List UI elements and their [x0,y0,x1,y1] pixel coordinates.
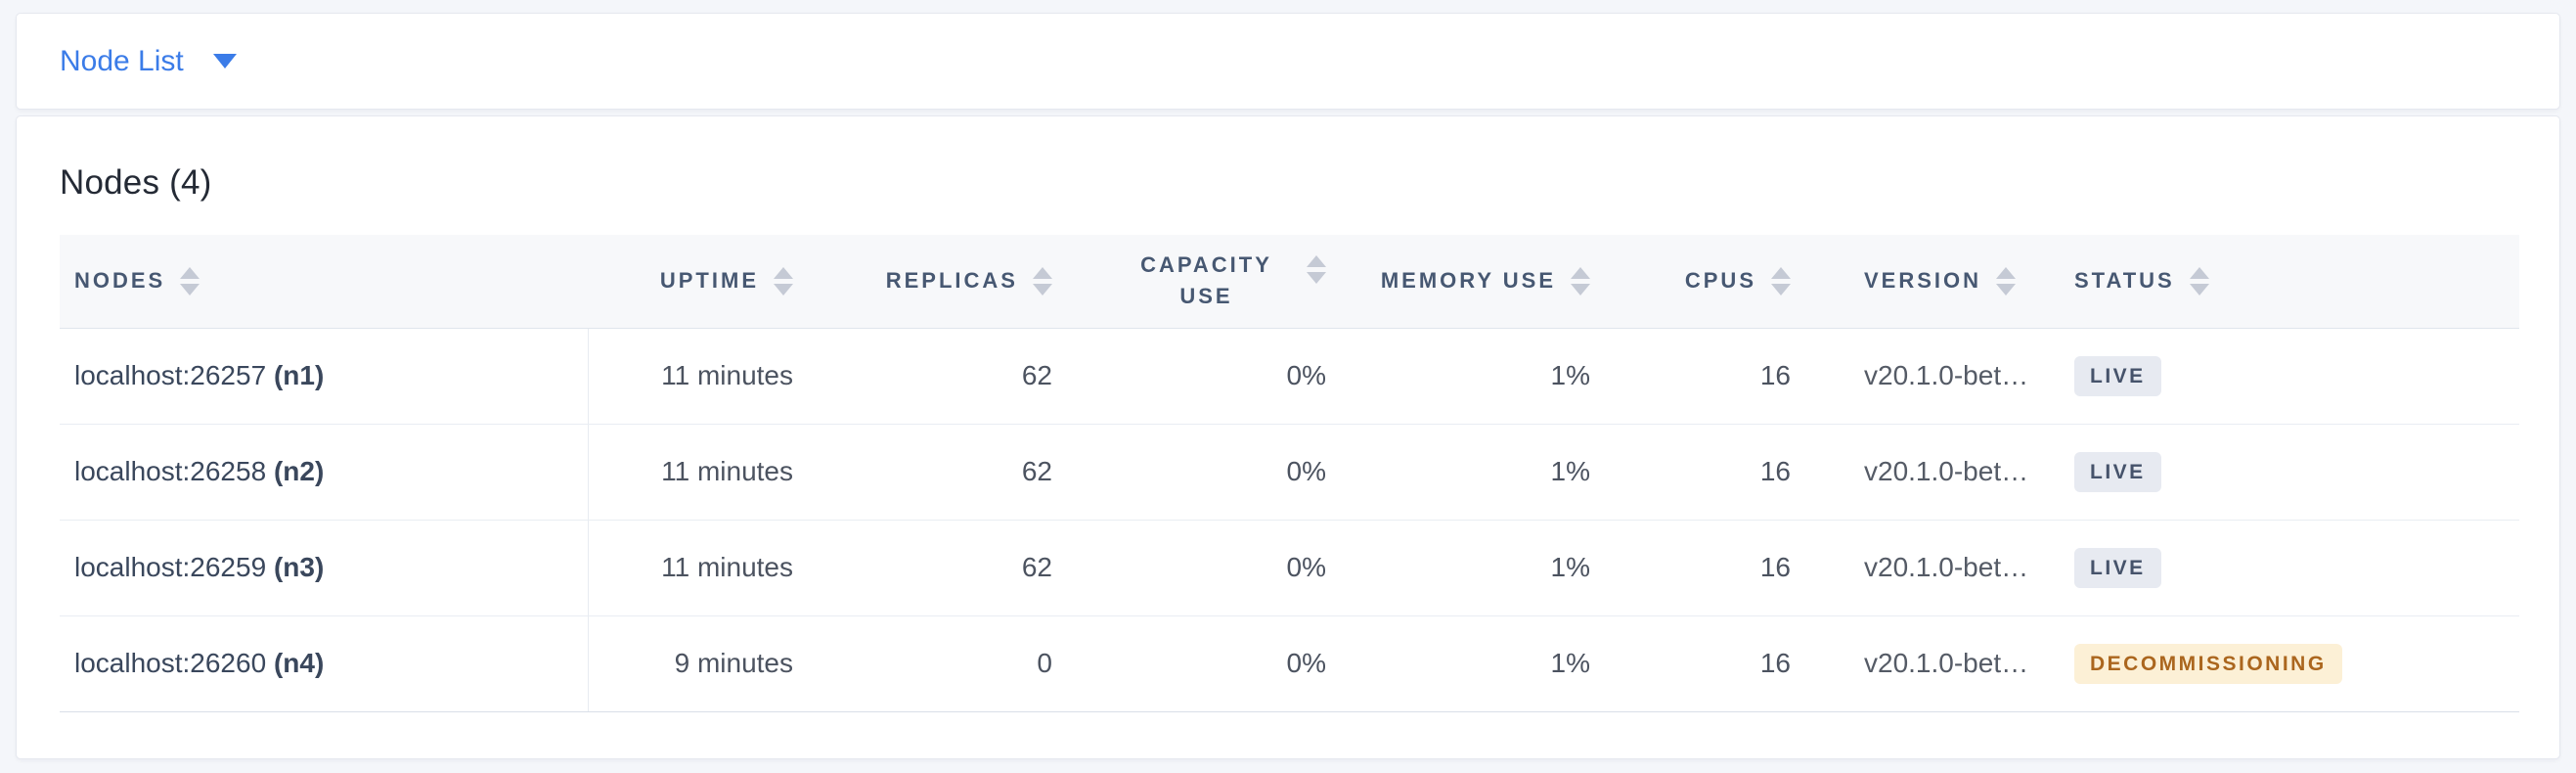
cpus-cell: 16 [1610,328,1810,425]
nodes-card: Nodes (4) NODES UPTIME [16,115,2560,759]
capacity-use-cell: 0% [1072,424,1346,521]
memory-use-cell: 1% [1346,615,1610,712]
status-cell: DECOMMISSIONING [2055,615,2519,712]
version-cell: v20.1.0-bet… [1810,424,2055,521]
version-cell: v20.1.0-bet… [1810,328,2055,425]
column-header-uptime[interactable]: UPTIME [588,235,813,329]
node-list-dropdown-label: Node List [60,44,184,77]
memory-use-cell: 1% [1346,424,1610,521]
node-address-cell[interactable]: localhost:26257 (n1) [60,328,589,425]
replicas-cell: 62 [813,424,1072,521]
table-row: localhost:26258 (n2) 11 minutes 62 0% 1%… [60,424,2519,521]
uptime-cell: 9 minutes [588,615,813,712]
cpus-cell: 16 [1610,424,1810,521]
table-header: NODES UPTIME REPLICAS [60,235,2519,329]
table-row: localhost:26257 (n1) 11 minutes 62 0% 1%… [60,328,2519,425]
node-id: (n4) [273,648,325,678]
status-badge: LIVE [2074,451,2161,492]
column-header-capacity-use[interactable]: CAPACITY USE [1072,235,1346,329]
sort-icon [180,266,200,296]
sort-icon [1033,266,1052,296]
node-id: (n2) [273,456,325,486]
capacity-use-cell: 0% [1072,328,1346,425]
sort-icon [1307,255,1326,285]
nodes-table: NODES UPTIME REPLICAS [60,235,2519,712]
sort-icon [1771,266,1791,296]
version-cell: v20.1.0-bet… [1810,615,2055,712]
status-cell: LIVE [2055,328,2519,425]
sort-icon [2189,266,2209,296]
sort-icon [774,266,793,296]
cpus-cell: 16 [1610,615,1810,712]
status-cell: LIVE [2055,520,2519,616]
replicas-cell: 62 [813,520,1072,616]
cpus-cell: 16 [1610,520,1810,616]
status-badge: LIVE [2074,355,2161,396]
node-id: (n3) [273,552,325,582]
caret-down-icon [212,54,237,68]
capacity-use-cell: 0% [1072,520,1346,616]
memory-use-cell: 1% [1346,520,1610,616]
column-header-nodes[interactable]: NODES [60,235,588,329]
column-header-cpus[interactable]: CPUS [1610,235,1810,329]
uptime-cell: 11 minutes [588,424,813,521]
column-header-replicas[interactable]: REPLICAS [813,235,1072,329]
node-id: (n1) [273,360,325,390]
node-address-cell[interactable]: localhost:26259 (n3) [60,520,589,616]
memory-use-cell: 1% [1346,328,1610,425]
view-selector-bar: Node List [16,13,2560,110]
table-row: localhost:26260 (n4) 9 minutes 0 0% 1% 1… [60,615,2519,712]
column-header-version[interactable]: VERSION [1810,235,2055,329]
status-cell: LIVE [2055,424,2519,521]
sort-icon [1996,266,2017,296]
replicas-cell: 0 [813,615,1072,712]
replicas-cell: 62 [813,328,1072,425]
node-address-cell[interactable]: localhost:26260 (n4) [60,615,589,712]
sort-icon [1571,266,1590,296]
status-badge: LIVE [2074,547,2161,588]
column-header-memory-use[interactable]: MEMORY USE [1346,235,1610,329]
table-row: localhost:26259 (n3) 11 minutes 62 0% 1%… [60,520,2519,616]
page-title: Nodes (4) [60,163,212,202]
column-header-status[interactable]: STATUS [2055,235,2519,329]
version-cell: v20.1.0-bet… [1810,520,2055,616]
uptime-cell: 11 minutes [588,520,813,616]
uptime-cell: 11 minutes [588,328,813,425]
node-list-dropdown[interactable]: Node List [60,44,237,77]
node-address-cell[interactable]: localhost:26258 (n2) [60,424,589,521]
capacity-use-cell: 0% [1072,615,1346,712]
status-badge: DECOMMISSIONING [2074,643,2342,684]
